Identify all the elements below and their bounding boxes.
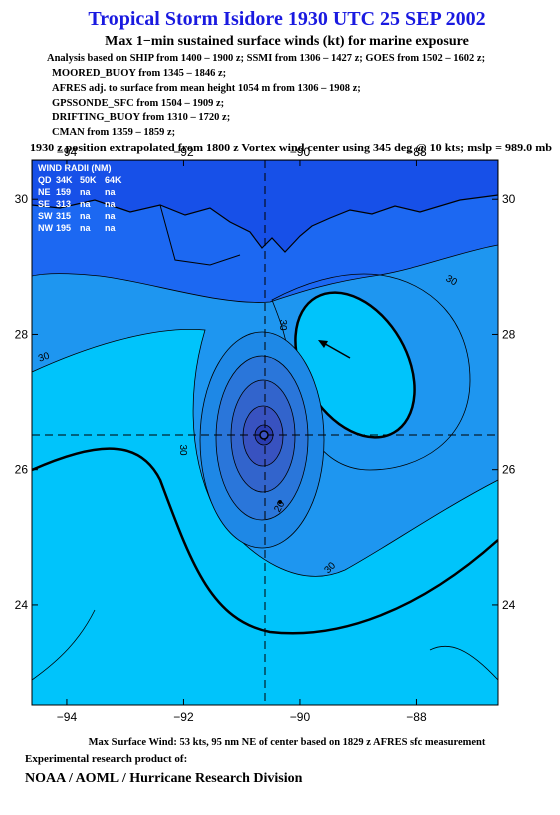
lon-tick-label: −88 bbox=[406, 145, 427, 159]
wind-field bbox=[32, 160, 498, 705]
source-line: Analysis based on SHIP from 1400 – 1900 … bbox=[47, 53, 485, 64]
source-line: AFRES adj. to surface from mean height 1… bbox=[52, 83, 361, 94]
lon-tick-label: −92 bbox=[173, 145, 194, 159]
lat-tick-label: 26 bbox=[15, 463, 29, 477]
storm-center bbox=[259, 430, 269, 440]
contour-label: 20 bbox=[272, 499, 287, 515]
lon-tick-label: −92 bbox=[173, 710, 194, 724]
contour-label: 30 bbox=[37, 350, 52, 364]
radii-cell: na bbox=[80, 187, 91, 197]
source-line: CMAN from 1359 – 1859 z; bbox=[52, 127, 175, 138]
source-line: MOORED_BUOY from 1345 – 1846 z; bbox=[52, 68, 226, 79]
radii-cell: SW bbox=[38, 211, 53, 221]
lon-tick-label: −90 bbox=[290, 145, 311, 159]
lat-tick-label: 28 bbox=[502, 327, 516, 341]
lat-tick-label: 30 bbox=[502, 192, 516, 206]
title: Tropical Storm Isidore 1930 UTC 25 SEP 2… bbox=[88, 8, 485, 30]
radii-header: 64K bbox=[105, 175, 122, 185]
arrow-head bbox=[318, 340, 328, 348]
radii-cell: 195 bbox=[56, 223, 71, 233]
radii-cell: 315 bbox=[56, 211, 71, 221]
radii-cell: na bbox=[80, 223, 91, 233]
coast-detail bbox=[159, 204, 241, 266]
radii-cell: SE bbox=[38, 199, 50, 209]
radii-cell: na bbox=[80, 211, 91, 221]
subtitle: Max 1−min sustained surface winds (kt) f… bbox=[105, 34, 469, 49]
contour-thick bbox=[32, 447, 498, 635]
radii-cell: 313 bbox=[56, 199, 71, 209]
radii-cell: NW bbox=[38, 223, 53, 233]
product-note: Experimental research product of: bbox=[25, 753, 187, 765]
radii-cell: na bbox=[105, 187, 116, 197]
lat-tick-label: 30 bbox=[15, 192, 29, 206]
radii-header: 34K bbox=[56, 175, 73, 185]
source-line: DRIFTING_BUOY from 1310 – 1720 z; bbox=[52, 112, 230, 123]
organization: NOAA / AOML / Hurricane Research Divisio… bbox=[25, 771, 303, 786]
position-note: 1930 z position extrapolated from 1800 z… bbox=[30, 143, 552, 154]
radii-cell: na bbox=[105, 211, 116, 221]
contour-label: 30 bbox=[277, 319, 288, 331]
map-frame bbox=[31, 159, 499, 706]
radii-header: QD bbox=[38, 175, 52, 185]
lat-tick-label: 28 bbox=[15, 327, 29, 341]
contour-label: 30 bbox=[177, 444, 188, 456]
lat-tick-label: 24 bbox=[15, 598, 29, 612]
lon-tick-label: −88 bbox=[406, 710, 427, 724]
lon-tick-label: −90 bbox=[290, 710, 311, 724]
radii-cell: na bbox=[80, 199, 91, 209]
lat-tick-label: 26 bbox=[502, 463, 516, 477]
radii-cell: na bbox=[105, 223, 116, 233]
lon-tick-label: −94 bbox=[57, 710, 78, 724]
radii-header: 50K bbox=[80, 175, 97, 185]
radii-cell: 159 bbox=[56, 187, 71, 197]
lat-tick-label: 24 bbox=[502, 598, 516, 612]
source-line: GPSSONDE_SFC from 1504 – 1909 z; bbox=[52, 98, 224, 109]
lon-tick-label: −94 bbox=[57, 145, 78, 159]
observation bbox=[278, 500, 282, 504]
radii-title: WIND RADII (NM) bbox=[38, 163, 112, 173]
max-wind-note: Max Surface Wind: 53 kts, 95 nm NE of ce… bbox=[89, 737, 486, 748]
radii-cell: na bbox=[105, 199, 116, 209]
contour-thin bbox=[32, 609, 498, 681]
contour-label: 30 bbox=[444, 273, 460, 288]
radii-cell: NE bbox=[38, 187, 51, 197]
